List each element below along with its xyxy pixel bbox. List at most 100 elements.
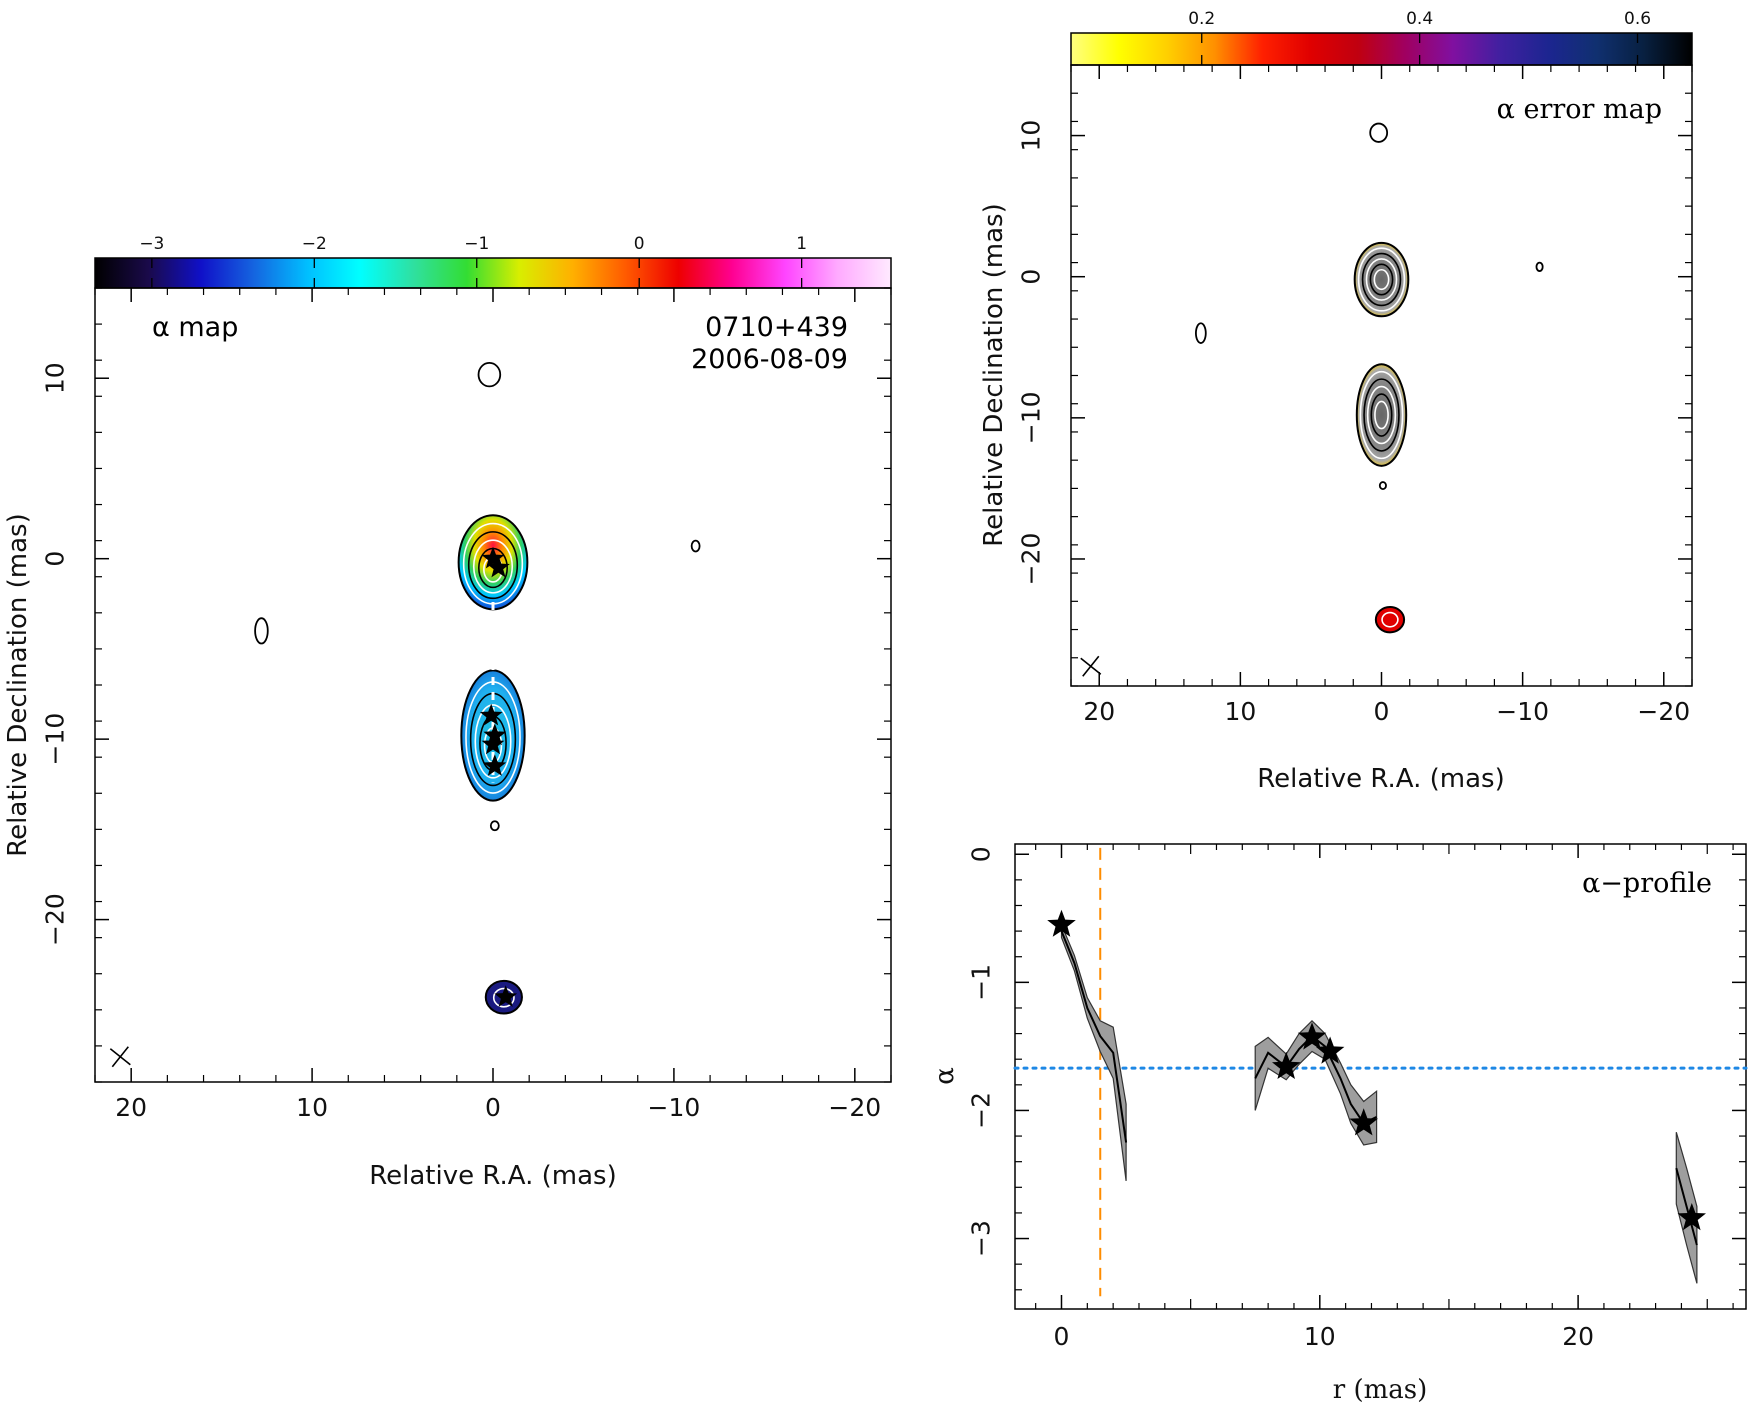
y-tick-label: 10 [41, 362, 70, 394]
error-map-axis-ticks: 20 10 0 −10 −20 10 0 −10 −20 [1017, 64, 1693, 726]
component-star [1349, 1108, 1378, 1136]
y-tick-label: −10 [1017, 391, 1046, 444]
weak-contour [1195, 322, 1207, 344]
x-tick-label: 10 [296, 1093, 328, 1122]
intensity-contour [467, 531, 519, 600]
intensity-contour [492, 987, 515, 1008]
intensity-contour [1361, 252, 1402, 307]
y-tick-label: 0 [1017, 269, 1046, 285]
y-tick-label: −1 [967, 964, 996, 1001]
x-tick-label: 20 [115, 1093, 147, 1122]
error-map-sources [1080, 122, 1544, 677]
intensity-contour [1357, 247, 1406, 312]
weak-contour [690, 539, 701, 553]
alpha-map-xlabel: Relative R.A. (mas) [369, 1161, 616, 1191]
component-star [494, 985, 518, 1007]
alpha-profile-line [1675, 1167, 1698, 1246]
component-star [1315, 1036, 1345, 1064]
colorbar-tick-label: 0.6 [1624, 9, 1651, 29]
intensity-contour [1381, 611, 1399, 628]
alpha-map-ylabel: Relative Declination (mas) [3, 513, 33, 856]
alpha-profile-data [1013, 847, 1748, 1297]
y-tick-label: −2 [967, 1092, 996, 1129]
intensity-contour [1369, 263, 1394, 296]
alpha-profile-xlabel: r (mas) [1333, 1375, 1427, 1405]
alpha-profile-line [1060, 930, 1128, 1143]
x-tick-label: 20 [1083, 697, 1115, 726]
intensity-contour [472, 539, 514, 594]
alpha-profile-panel: 0 10 20 0 −1 −2 −3 α−profile r (mas) α [930, 843, 1748, 1405]
component-star [1677, 1203, 1706, 1231]
beam-marker [111, 1046, 129, 1068]
component-star [483, 754, 507, 776]
component-star [481, 546, 505, 569]
alpha-profile-label: α−profile [1582, 868, 1712, 899]
colorbar-tick-label: −1 [464, 234, 489, 254]
x-tick-label: −20 [1637, 697, 1690, 726]
intensity-contour [474, 704, 512, 779]
observation-date: 2006-08-09 [691, 344, 848, 375]
error-colorbar [1070, 32, 1693, 66]
colorbar-tick-label: 0.4 [1406, 9, 1433, 29]
y-tick-label: 0 [967, 846, 996, 862]
x-tick-label: 0 [485, 1093, 501, 1122]
colorbar-tick-label: 0.2 [1188, 9, 1215, 29]
alpha-colorbar [94, 257, 892, 289]
error-colorbar-ticks: 0.2 0.4 0.6 [1188, 9, 1651, 65]
x-tick-label: 0 [1054, 1322, 1070, 1351]
source-component [1374, 605, 1406, 634]
intensity-contour [1370, 393, 1393, 437]
x-tick-label: 20 [1562, 1322, 1594, 1351]
intensity-contour [1374, 400, 1389, 430]
colorbar-tick-label: 1 [796, 234, 807, 254]
weak-contour [1378, 481, 1387, 491]
weak-contour [1369, 122, 1389, 143]
alpha-map-label: α map [152, 312, 238, 343]
y-tick-label: 0 [41, 551, 70, 567]
colorbar-tick-label: 0 [634, 234, 645, 254]
y-tick-label: −20 [41, 893, 70, 946]
weak-contour [254, 617, 269, 645]
intensity-contour [1363, 378, 1400, 452]
y-tick-label: −10 [41, 713, 70, 766]
y-tick-label: 10 [1017, 120, 1046, 152]
weak-contour [489, 820, 500, 832]
x-tick-label: 0 [1374, 697, 1390, 726]
component-star [481, 732, 505, 755]
x-tick-label: 10 [1224, 697, 1256, 726]
intensity-contour [1373, 268, 1390, 291]
component-star [1047, 909, 1076, 937]
intensity-contour [1359, 370, 1404, 460]
component-star [487, 555, 510, 578]
intensity-contour [1366, 385, 1397, 445]
component-star [1297, 1022, 1327, 1050]
component-star [1272, 1051, 1301, 1079]
error-map-xlabel: Relative R.A. (mas) [1257, 764, 1504, 794]
y-tick-label: −20 [1017, 533, 1046, 586]
error-map-label: α error map [1497, 94, 1662, 125]
error-map-panel: 0.2 0.4 0.6 20 10 0 −10 −20 10 0 −10 −20 α error m… [979, 9, 1693, 794]
colorbar-tick-label: −2 [302, 234, 327, 254]
component-star [483, 723, 507, 746]
error-map-ylabel: Relative Declination (mas) [979, 203, 1009, 546]
weak-contour [477, 361, 502, 388]
colorbar-tick-label: −3 [139, 234, 164, 254]
component-star [479, 703, 503, 726]
alpha-profile-frame [1014, 843, 1747, 1310]
x-tick-label: 10 [1304, 1322, 1336, 1351]
weak-contour [1535, 261, 1544, 272]
beam-marker [1082, 655, 1100, 677]
source-name: 0710+439 [705, 312, 848, 343]
x-tick-label: −10 [648, 1093, 701, 1122]
alpha-colorbar-ticks: −3 −2 −1 0 1 [139, 234, 807, 288]
alpha-profile-axis-ticks: 0 10 20 0 −1 −2 −3 [967, 844, 1746, 1351]
alpha-uncertainty-band [1060, 924, 1127, 1181]
y-tick-label: −3 [967, 1220, 996, 1257]
alpha-map-sources [109, 361, 701, 1068]
alpha-map-axis-ticks: 20 10 0 −10 −20 10 0 −10 −20 [41, 287, 892, 1122]
intensity-contour [1365, 258, 1398, 301]
x-tick-label: −10 [1496, 697, 1549, 726]
x-tick-label: −20 [828, 1093, 881, 1122]
